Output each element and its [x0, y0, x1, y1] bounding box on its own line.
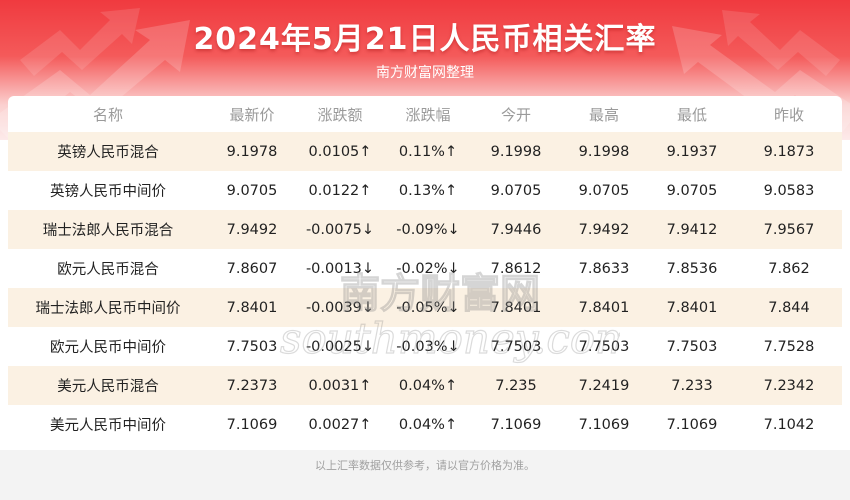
change-amount: -0.0039↓ [296, 288, 384, 327]
table-row: 欧元人民币中间价 7.7503 -0.0025↓ -0.03%↓ 7.7503 … [8, 327, 842, 366]
low-price: 9.0705 [648, 171, 736, 210]
low-price: 7.7503 [648, 327, 736, 366]
low-price: 7.8401 [648, 288, 736, 327]
high-price: 7.7503 [560, 327, 648, 366]
high-price: 7.1069 [560, 405, 648, 444]
high-price: 7.8633 [560, 249, 648, 288]
low-price: 7.233 [648, 366, 736, 405]
change-percent: -0.02%↓ [384, 249, 472, 288]
high-price: 7.8401 [560, 288, 648, 327]
rate-name: 欧元人民币混合 [8, 249, 208, 288]
change-percent: 0.04%↑ [384, 366, 472, 405]
rate-name: 英镑人民币中间价 [8, 171, 208, 210]
prev-close-price: 7.2342 [736, 366, 842, 405]
change-amount: 0.0031↑ [296, 366, 384, 405]
change-amount: 0.0105↑ [296, 132, 384, 171]
low-price: 9.1937 [648, 132, 736, 171]
low-price: 7.8536 [648, 249, 736, 288]
open-price: 9.1998 [472, 132, 560, 171]
change-percent: 0.11%↑ [384, 132, 472, 171]
footer-bar [0, 450, 850, 500]
rate-name: 英镑人民币混合 [8, 132, 208, 171]
open-price: 9.0705 [472, 171, 560, 210]
latest-price: 7.2373 [208, 366, 296, 405]
change-percent: 0.13%↑ [384, 171, 472, 210]
table-row: 欧元人民币混合 7.8607 -0.0013↓ -0.02%↓ 7.8612 7… [8, 249, 842, 288]
change-percent: -0.05%↓ [384, 288, 472, 327]
open-price: 7.9446 [472, 210, 560, 249]
prev-close-price: 9.0583 [736, 171, 842, 210]
column-header-latest: 最新价 [229, 105, 275, 124]
column-header-name: 名称 [92, 105, 123, 124]
prev-close-price: 9.1873 [736, 132, 842, 171]
change-amount: -0.0013↓ [296, 249, 384, 288]
prev-close-price: 7.844 [736, 288, 842, 327]
latest-price: 7.1069 [208, 405, 296, 444]
arrow-shape-right [672, 26, 850, 135]
table-row: 英镑人民币中间价 9.0705 0.0122↑ 0.13%↑ 9.0705 9.… [8, 171, 842, 210]
disclaimer-text: 以上汇率数据仅供参考，请以官方价格为准。 [315, 459, 535, 472]
latest-price: 7.7503 [208, 327, 296, 366]
column-header-change: 涨跌额 [317, 105, 363, 124]
change-percent: -0.03%↓ [384, 327, 472, 366]
prev-close-price: 7.7528 [736, 327, 842, 366]
high-price: 7.2419 [560, 366, 648, 405]
prev-close-price: 7.1042 [736, 405, 842, 444]
table-row: 瑞士法郎人民币中间价 7.8401 -0.0039↓ -0.05%↓ 7.840… [8, 288, 842, 327]
open-price: 7.1069 [472, 405, 560, 444]
change-amount: 0.0122↑ [296, 171, 384, 210]
rate-name: 瑞士法郎人民币混合 [8, 210, 208, 249]
change-percent: 0.04%↑ [384, 405, 472, 444]
column-header-high: 最高 [588, 105, 619, 124]
rate-name: 美元人民币混合 [8, 366, 208, 405]
latest-price: 9.0705 [208, 171, 296, 210]
arrow-shape-right-small [722, 10, 840, 76]
exchange-rate-table: 名称 最新价 涨跌额 涨跌幅 今开 最高 最低 昨收 英镑人民币混合 9.197… [8, 96, 842, 444]
table-header-row: 名称 最新价 涨跌额 涨跌幅 今开 最高 最低 昨收 [8, 96, 842, 132]
column-header-change-pct: 涨跌幅 [405, 105, 451, 124]
rate-name: 欧元人民币中间价 [8, 327, 208, 366]
high-price: 7.9492 [560, 210, 648, 249]
latest-price: 9.1978 [208, 132, 296, 171]
change-amount: 0.0027↑ [296, 405, 384, 444]
table-row: 美元人民币中间价 7.1069 0.0027↑ 0.04%↑ 7.1069 7.… [8, 405, 842, 444]
table-row: 英镑人民币混合 9.1978 0.0105↑ 0.11%↑ 9.1998 9.1… [8, 132, 842, 171]
latest-price: 7.9492 [208, 210, 296, 249]
column-header-prev-close: 昨收 [773, 105, 804, 124]
table-row: 美元人民币混合 7.2373 0.0031↑ 0.04%↑ 7.235 7.24… [8, 366, 842, 405]
open-price: 7.8401 [472, 288, 560, 327]
table-row: 瑞士法郎人民币混合 7.9492 -0.0075↓ -0.09%↓ 7.9446… [8, 210, 842, 249]
latest-price: 7.8401 [208, 288, 296, 327]
open-price: 7.8612 [472, 249, 560, 288]
column-header-open: 今开 [500, 105, 531, 124]
low-price: 7.9412 [648, 210, 736, 249]
page-title: 2024年5月21日人民币相关汇率 [193, 22, 657, 57]
change-amount: -0.0075↓ [296, 210, 384, 249]
high-price: 9.1998 [560, 132, 648, 171]
change-amount: -0.0025↓ [296, 327, 384, 366]
open-price: 7.7503 [472, 327, 560, 366]
arrow-shape-left-small [20, 8, 140, 76]
low-price: 7.1069 [648, 405, 736, 444]
prev-close-price: 7.9567 [736, 210, 842, 249]
column-header-low: 最低 [676, 105, 707, 124]
high-price: 9.0705 [560, 171, 648, 210]
rate-name: 瑞士法郎人民币中间价 [8, 288, 208, 327]
open-price: 7.235 [472, 366, 560, 405]
rate-name: 美元人民币中间价 [8, 405, 208, 444]
change-percent: -0.09%↓ [384, 210, 472, 249]
page-subtitle: 南方财富网整理 [376, 65, 474, 81]
prev-close-price: 7.862 [736, 249, 842, 288]
latest-price: 7.8607 [208, 249, 296, 288]
